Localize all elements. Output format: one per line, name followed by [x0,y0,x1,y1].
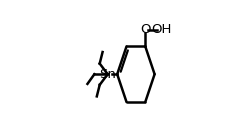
Text: OH: OH [151,23,172,36]
Text: Sn: Sn [99,68,116,81]
Text: O: O [140,23,150,36]
